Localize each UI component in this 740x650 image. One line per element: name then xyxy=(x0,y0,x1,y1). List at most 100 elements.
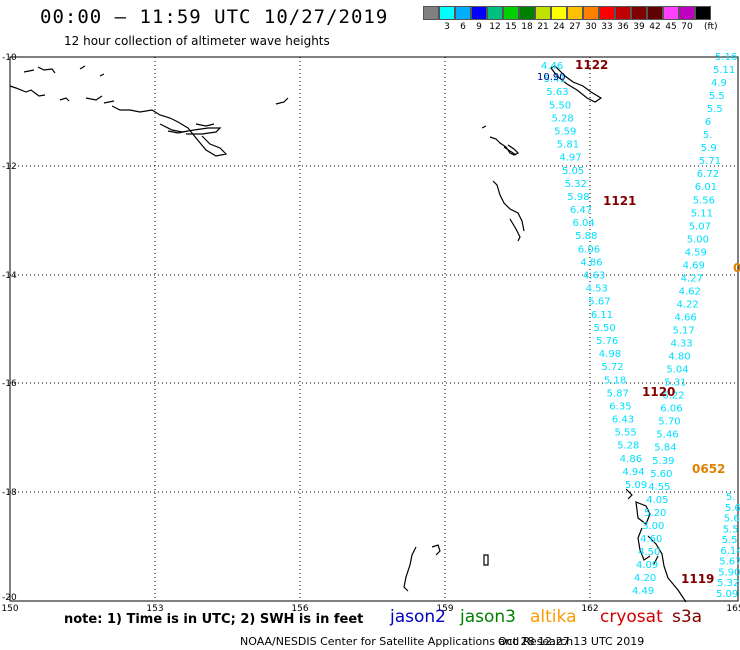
colorbar-swatch xyxy=(519,6,535,20)
swh-value: 5.71 xyxy=(699,156,721,167)
swh-value: 3.00 xyxy=(642,521,664,532)
colorbar-label: 27 xyxy=(569,22,581,32)
colorbar-swatch xyxy=(695,6,711,20)
satellite-legend-cryosat: cryosat xyxy=(600,607,663,627)
swh-value: 4.27 xyxy=(681,273,703,284)
swh-value: 5.55 xyxy=(615,428,637,439)
colorbar-swatch xyxy=(615,6,631,20)
colorbar-swatch xyxy=(663,6,679,20)
swh-value: 4.94 xyxy=(622,467,644,478)
swh-value: 5.9 xyxy=(701,143,717,154)
coastline-south-islands xyxy=(403,488,687,603)
swh-value: 4.59 xyxy=(685,247,707,258)
swh-value: 5.50 xyxy=(549,100,571,111)
colorbar-swatch xyxy=(423,6,439,20)
swh-value: 5.05 xyxy=(562,166,584,177)
swh-value: 4.46 xyxy=(541,61,563,72)
swh-value: 4.50 xyxy=(638,547,660,558)
colorbar-label: 45 xyxy=(665,22,677,32)
colorbar-swatch xyxy=(535,6,551,20)
swh-value: 5.67 xyxy=(588,297,610,308)
swh-value: 5.28 xyxy=(552,113,574,124)
longitude-tick-label: 159 xyxy=(436,604,453,614)
colorbar-labels: 3 6 9 12 15 18 21 24 27 30 33 36 39 42 45 70 xyxy=(423,22,711,32)
swh-value: 5.20 xyxy=(644,508,666,519)
colorbar-swatch xyxy=(487,6,503,20)
swh-value: 6.11 xyxy=(591,310,613,321)
swh-value: 5.70 xyxy=(658,417,680,428)
swh-value: 5. xyxy=(703,130,713,141)
swh-value: 6.35 xyxy=(609,401,631,412)
altimeter-tracks: 4.465.415.635.505.285.595.814.975.055.32… xyxy=(537,52,740,600)
swh-value: 6.72 xyxy=(697,169,719,180)
colorbar-label: 24 xyxy=(553,22,565,32)
swh-value: 6.06 xyxy=(660,404,682,415)
swh-value: 4.86 xyxy=(580,257,602,268)
swh-value: 5.98 xyxy=(567,192,589,203)
longitude-tick-label: 162 xyxy=(581,604,598,614)
swh-value: 5.60 xyxy=(650,469,672,480)
latitude-tick-label: -16 xyxy=(2,379,17,389)
swh-value: 5.5 xyxy=(723,524,739,535)
swh-value: 5.04 xyxy=(666,365,688,376)
coastline-islet-1 xyxy=(275,97,289,105)
swh-value: 4.98 xyxy=(599,349,621,360)
swh-value: 5.46 xyxy=(656,430,678,441)
swh-value: 5.5 xyxy=(709,91,725,102)
map-subtitle: 12 hour collection of altimeter wave hei… xyxy=(64,34,330,48)
swh-value: 5.18 xyxy=(604,375,626,386)
swh-value: 4.9 xyxy=(711,78,727,89)
swh-value: 5.17 xyxy=(673,326,695,337)
latitude-tick-label: -12 xyxy=(2,162,17,172)
satellite-legend-s3a: s3a xyxy=(672,607,703,627)
swh-value: 5.5 xyxy=(707,104,723,115)
graticule xyxy=(10,57,738,601)
swh-value: 5.88 xyxy=(575,231,597,242)
colorbar-label xyxy=(423,22,439,32)
swh-value: 5.16 xyxy=(715,52,737,63)
swh-value: 6.04 xyxy=(573,218,595,229)
colorbar-swatch xyxy=(439,6,455,20)
swh-value: 5.09 xyxy=(716,589,738,600)
colorbar-swatch xyxy=(455,6,471,20)
colorbar-label: 30 xyxy=(585,22,597,32)
coastlines xyxy=(9,65,687,603)
swh-value: 5.41 xyxy=(544,74,566,85)
colorbar-label: 12 xyxy=(489,22,501,32)
colorbar-swatch xyxy=(679,6,695,20)
swh-value: 4.69 xyxy=(683,260,705,271)
swh-value: 5.81 xyxy=(557,140,579,151)
colorbar-swatch xyxy=(583,6,599,20)
latitude-tick-label: -14 xyxy=(2,271,17,281)
colorbar-label: 42 xyxy=(649,22,661,32)
satellite-legend-jason3: jason3 xyxy=(460,607,516,627)
swh-value: 4.20 xyxy=(634,573,656,584)
swh-value: 5.63 xyxy=(546,87,568,98)
units-note: note: 1) Time is in UTC; 2) SWH is in fe… xyxy=(64,612,364,627)
colorbar-legend xyxy=(423,6,711,20)
colorbar-label: 18 xyxy=(521,22,533,32)
swh-value: 5.6 xyxy=(725,503,740,514)
latitude-tick-label: -20 xyxy=(2,593,17,603)
colorbar-label: 39 xyxy=(633,22,645,32)
swh-value: 5.67 xyxy=(719,557,740,568)
swh-value: 4.22 xyxy=(677,300,699,311)
colorbar-swatch xyxy=(503,6,519,20)
swh-value: 5.76 xyxy=(596,336,618,347)
track-time-label: 1121 xyxy=(603,194,636,208)
generation-timestamp: Oct 28 12:27:13 UTC 2019 xyxy=(498,635,645,648)
colorbar-swatch xyxy=(567,6,583,20)
map-frame xyxy=(9,56,739,602)
swh-value: 4.49 xyxy=(632,586,654,597)
colorbar-label: 9 xyxy=(476,22,482,32)
track-time-label: 1122 xyxy=(575,58,608,72)
swh-value: 4.62 xyxy=(679,286,701,297)
satellite-legend-altika: altika xyxy=(530,607,577,627)
swh-value: 5.72 xyxy=(601,362,623,373)
swh-value: 4.09 xyxy=(636,560,658,571)
swh-value: 6.14 xyxy=(720,546,740,557)
credit-line: NOAA/NESDIS Center for Satellite Applica… xyxy=(240,635,574,648)
swh-value: 4.86 xyxy=(620,454,642,465)
swh-value: 4.53 xyxy=(586,284,608,295)
